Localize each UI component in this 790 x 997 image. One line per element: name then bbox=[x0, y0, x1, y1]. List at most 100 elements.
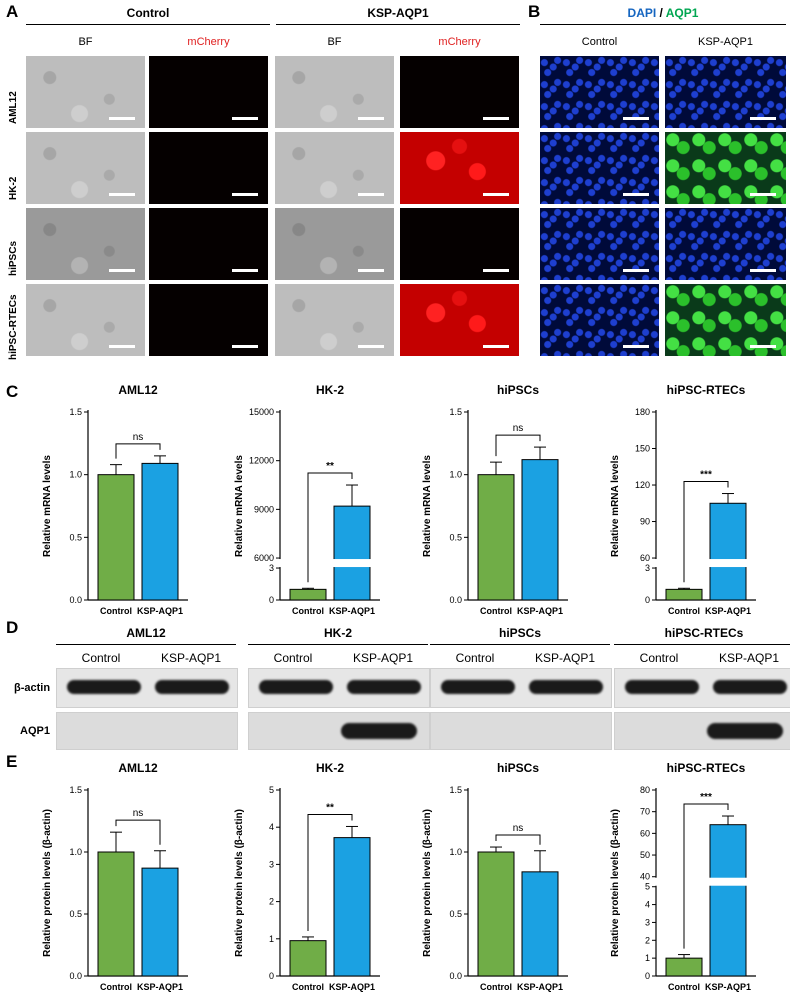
y-tick-label: 1.0 bbox=[449, 470, 462, 480]
chart-title: hiPSC-RTECs bbox=[667, 761, 746, 775]
blot-actin bbox=[248, 668, 430, 708]
y-tick-label: 0 bbox=[645, 595, 650, 605]
micrograph-mcherry bbox=[400, 208, 519, 280]
axis-break bbox=[333, 559, 371, 568]
blot-row-label-actin: β-actin bbox=[14, 682, 51, 694]
micrograph-bf bbox=[275, 284, 394, 356]
micrograph-if bbox=[540, 132, 659, 204]
y-axis-label: Relative mRNA levels bbox=[234, 455, 245, 557]
blot-lane-label: KSP-AQP1 bbox=[160, 651, 222, 665]
y-tick-label: 0 bbox=[645, 971, 650, 981]
y-tick-label: 1.5 bbox=[69, 785, 82, 795]
y-tick-label: 4 bbox=[269, 822, 274, 832]
chart-title: hiPSC-RTECs bbox=[667, 383, 746, 397]
blot-band bbox=[441, 680, 515, 694]
blot-lane-label: Control bbox=[639, 651, 679, 665]
group-underline bbox=[26, 24, 270, 25]
micrograph-mcherry bbox=[149, 56, 268, 128]
micrograph-bf bbox=[26, 208, 145, 280]
x-tick-label: KSP-AQP1 bbox=[329, 982, 375, 992]
bar bbox=[665, 588, 703, 601]
column-header-bf: BF bbox=[78, 36, 93, 48]
blot-lane-label: KSP-AQP1 bbox=[352, 651, 414, 665]
significance-bracket bbox=[115, 443, 161, 459]
chart-E3: hiPSCs Relative protein levels (β-actin) 0… bbox=[422, 761, 568, 992]
group-header-control: Control bbox=[126, 6, 170, 20]
row-label-aml12: AML12 bbox=[8, 91, 19, 124]
bar bbox=[333, 837, 371, 977]
blot-aqp1 bbox=[248, 712, 430, 750]
chart-title: AML12 bbox=[118, 383, 158, 397]
blot-row-label-aqp1: AQP1 bbox=[20, 725, 50, 737]
chart-title: hiPSCs bbox=[497, 761, 539, 775]
bar bbox=[97, 474, 135, 601]
micrograph-bf bbox=[26, 284, 145, 356]
y-tick-label: 6000 bbox=[254, 553, 274, 563]
bar bbox=[709, 824, 747, 977]
column-header-control: Control bbox=[581, 36, 618, 48]
chart-E2: HK-2 Relative protein levels (β-actin) 0 1 2… bbox=[234, 761, 380, 992]
y-axis-label: Relative protein levels (β-actin) bbox=[42, 809, 53, 957]
blot-title-underline bbox=[56, 644, 236, 645]
x-tick-label: Control bbox=[668, 606, 700, 616]
blot-lane-label: Control bbox=[273, 651, 313, 665]
stain-legend: DAPI / AQP1 bbox=[540, 6, 786, 20]
micrograph-mcherry bbox=[149, 208, 268, 280]
blot-lane-label: Control bbox=[81, 651, 121, 665]
y-tick-label: 3 bbox=[269, 563, 274, 573]
bar bbox=[289, 940, 327, 977]
y-tick-label: 0.5 bbox=[69, 532, 82, 542]
chart-C4: hiPSC-RTECs Relative mRNA levels 0 360 90 120… bbox=[610, 383, 756, 616]
blot-band bbox=[529, 680, 603, 694]
y-tick-label: 12000 bbox=[249, 456, 274, 466]
legend-separator: / bbox=[656, 6, 666, 20]
x-tick-label: KSP-AQP1 bbox=[137, 606, 183, 616]
column-header-mcherry: mCherry bbox=[187, 36, 230, 48]
axis-break bbox=[653, 877, 659, 886]
group-underline bbox=[276, 24, 520, 25]
y-tick-label: 4 bbox=[645, 900, 650, 910]
blot-aqp1 bbox=[614, 712, 790, 750]
y-tick-label: 80 bbox=[640, 785, 650, 795]
y-tick-label: 0.5 bbox=[69, 909, 82, 919]
micrograph-if bbox=[665, 56, 786, 128]
micrograph-bf bbox=[275, 208, 394, 280]
x-tick-label: Control bbox=[292, 606, 324, 616]
y-axis-label: Relative mRNA levels bbox=[422, 455, 433, 557]
y-tick-label: 1.0 bbox=[69, 470, 82, 480]
y-tick-label: 1 bbox=[645, 953, 650, 963]
y-tick-label: 3 bbox=[645, 563, 650, 573]
significance-bracket bbox=[307, 813, 353, 931]
y-tick-label: 0 bbox=[269, 595, 274, 605]
blot-actin bbox=[56, 668, 238, 708]
x-tick-label: KSP-AQP1 bbox=[517, 982, 563, 992]
y-axis-label: Relative mRNA levels bbox=[42, 455, 53, 557]
micrograph-if bbox=[540, 284, 659, 356]
x-tick-label: KSP-AQP1 bbox=[329, 606, 375, 616]
bar bbox=[477, 851, 515, 977]
y-axis-label: Relative protein levels (β-actin) bbox=[422, 809, 433, 957]
significance-bracket bbox=[495, 834, 541, 845]
blot-band bbox=[67, 680, 141, 694]
column-header-ksp: KSP-AQP1 bbox=[697, 36, 754, 48]
blot-band bbox=[625, 680, 699, 694]
y-tick-label: 1.0 bbox=[449, 847, 462, 857]
x-tick-label: KSP-AQP1 bbox=[137, 982, 183, 992]
y-tick-label: 0.0 bbox=[449, 971, 462, 981]
significance-bracket bbox=[307, 472, 353, 583]
blot-band bbox=[347, 680, 421, 694]
column-header-bf: BF bbox=[327, 36, 342, 48]
bar bbox=[521, 871, 559, 977]
y-tick-label: 120 bbox=[635, 480, 650, 490]
axis-break bbox=[709, 559, 747, 568]
blot-actin bbox=[430, 668, 612, 708]
significance-label: ns bbox=[133, 808, 144, 819]
micrograph-mcherry bbox=[400, 56, 519, 128]
bar bbox=[477, 474, 515, 601]
y-tick-label: 2 bbox=[645, 935, 650, 945]
y-tick-label: 1.0 bbox=[69, 847, 82, 857]
y-tick-label: 0.5 bbox=[449, 532, 462, 542]
row-label-hipsc-rtecs: hiPSC-RTECs bbox=[8, 294, 19, 360]
y-axis-label: Relative protein levels (β-actin) bbox=[610, 809, 621, 957]
blot-title-underline bbox=[248, 644, 428, 645]
